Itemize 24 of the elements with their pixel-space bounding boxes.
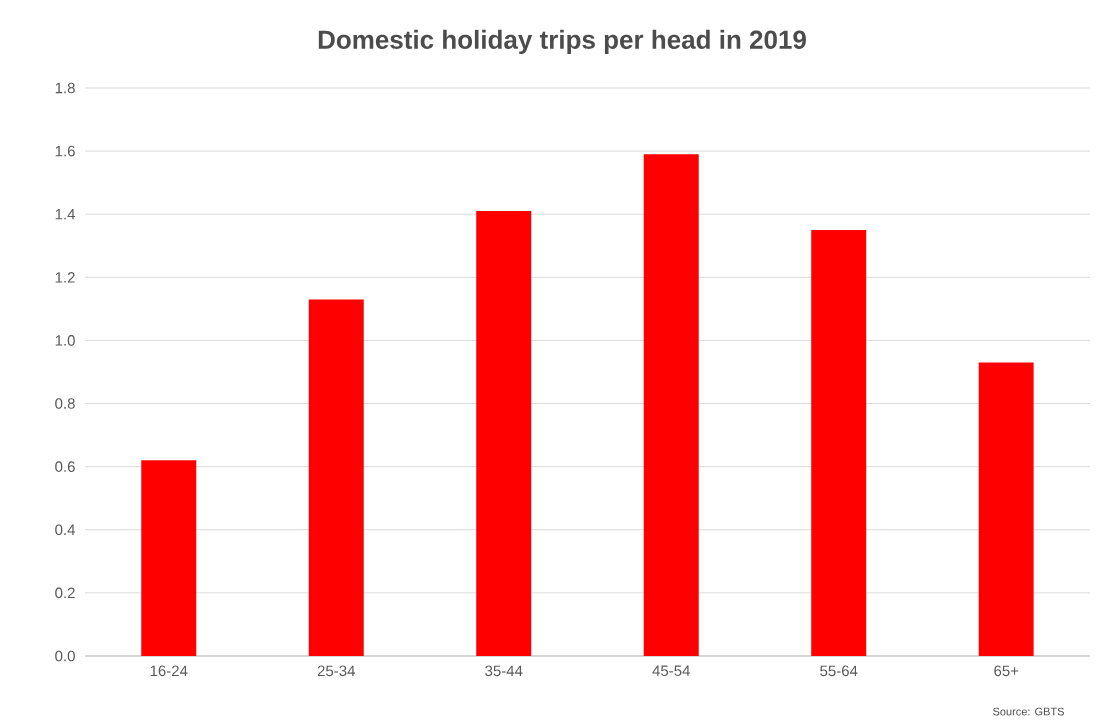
chart-title: Domestic holiday trips per head in 2019 [318, 29, 806, 55]
y-tick-label: 0.2 [55, 587, 75, 599]
x-tick-label: 16-24 [150, 665, 188, 677]
x-tick-label: 35-44 [485, 665, 523, 677]
source-note: Source: GBTS [993, 707, 1064, 716]
bar [811, 229, 867, 656]
y-tick-label: 0.4 [55, 524, 76, 536]
x-tick-label: 55-64 [820, 665, 858, 677]
bar [476, 211, 532, 656]
bar [141, 460, 197, 656]
y-tick-label: 0.6 [55, 461, 75, 472]
y-tick-label: 1.8 [55, 82, 75, 94]
x-tick-label: 65+ [994, 665, 1019, 677]
y-tick-label: 1.6 [55, 145, 75, 157]
y-tick-label: 0.8 [55, 398, 75, 409]
x-tick-label: 25-34 [317, 665, 355, 677]
y-tick-label: 1.0 [55, 335, 75, 346]
bar [643, 154, 699, 656]
x-tick-label: 45-54 [652, 665, 690, 676]
y-tick-label: 1.2 [55, 272, 75, 283]
y-tick-label: 1.4 [55, 209, 76, 220]
bar [308, 299, 364, 656]
bar [978, 362, 1034, 656]
y-tick-label: 0.0 [55, 650, 75, 662]
